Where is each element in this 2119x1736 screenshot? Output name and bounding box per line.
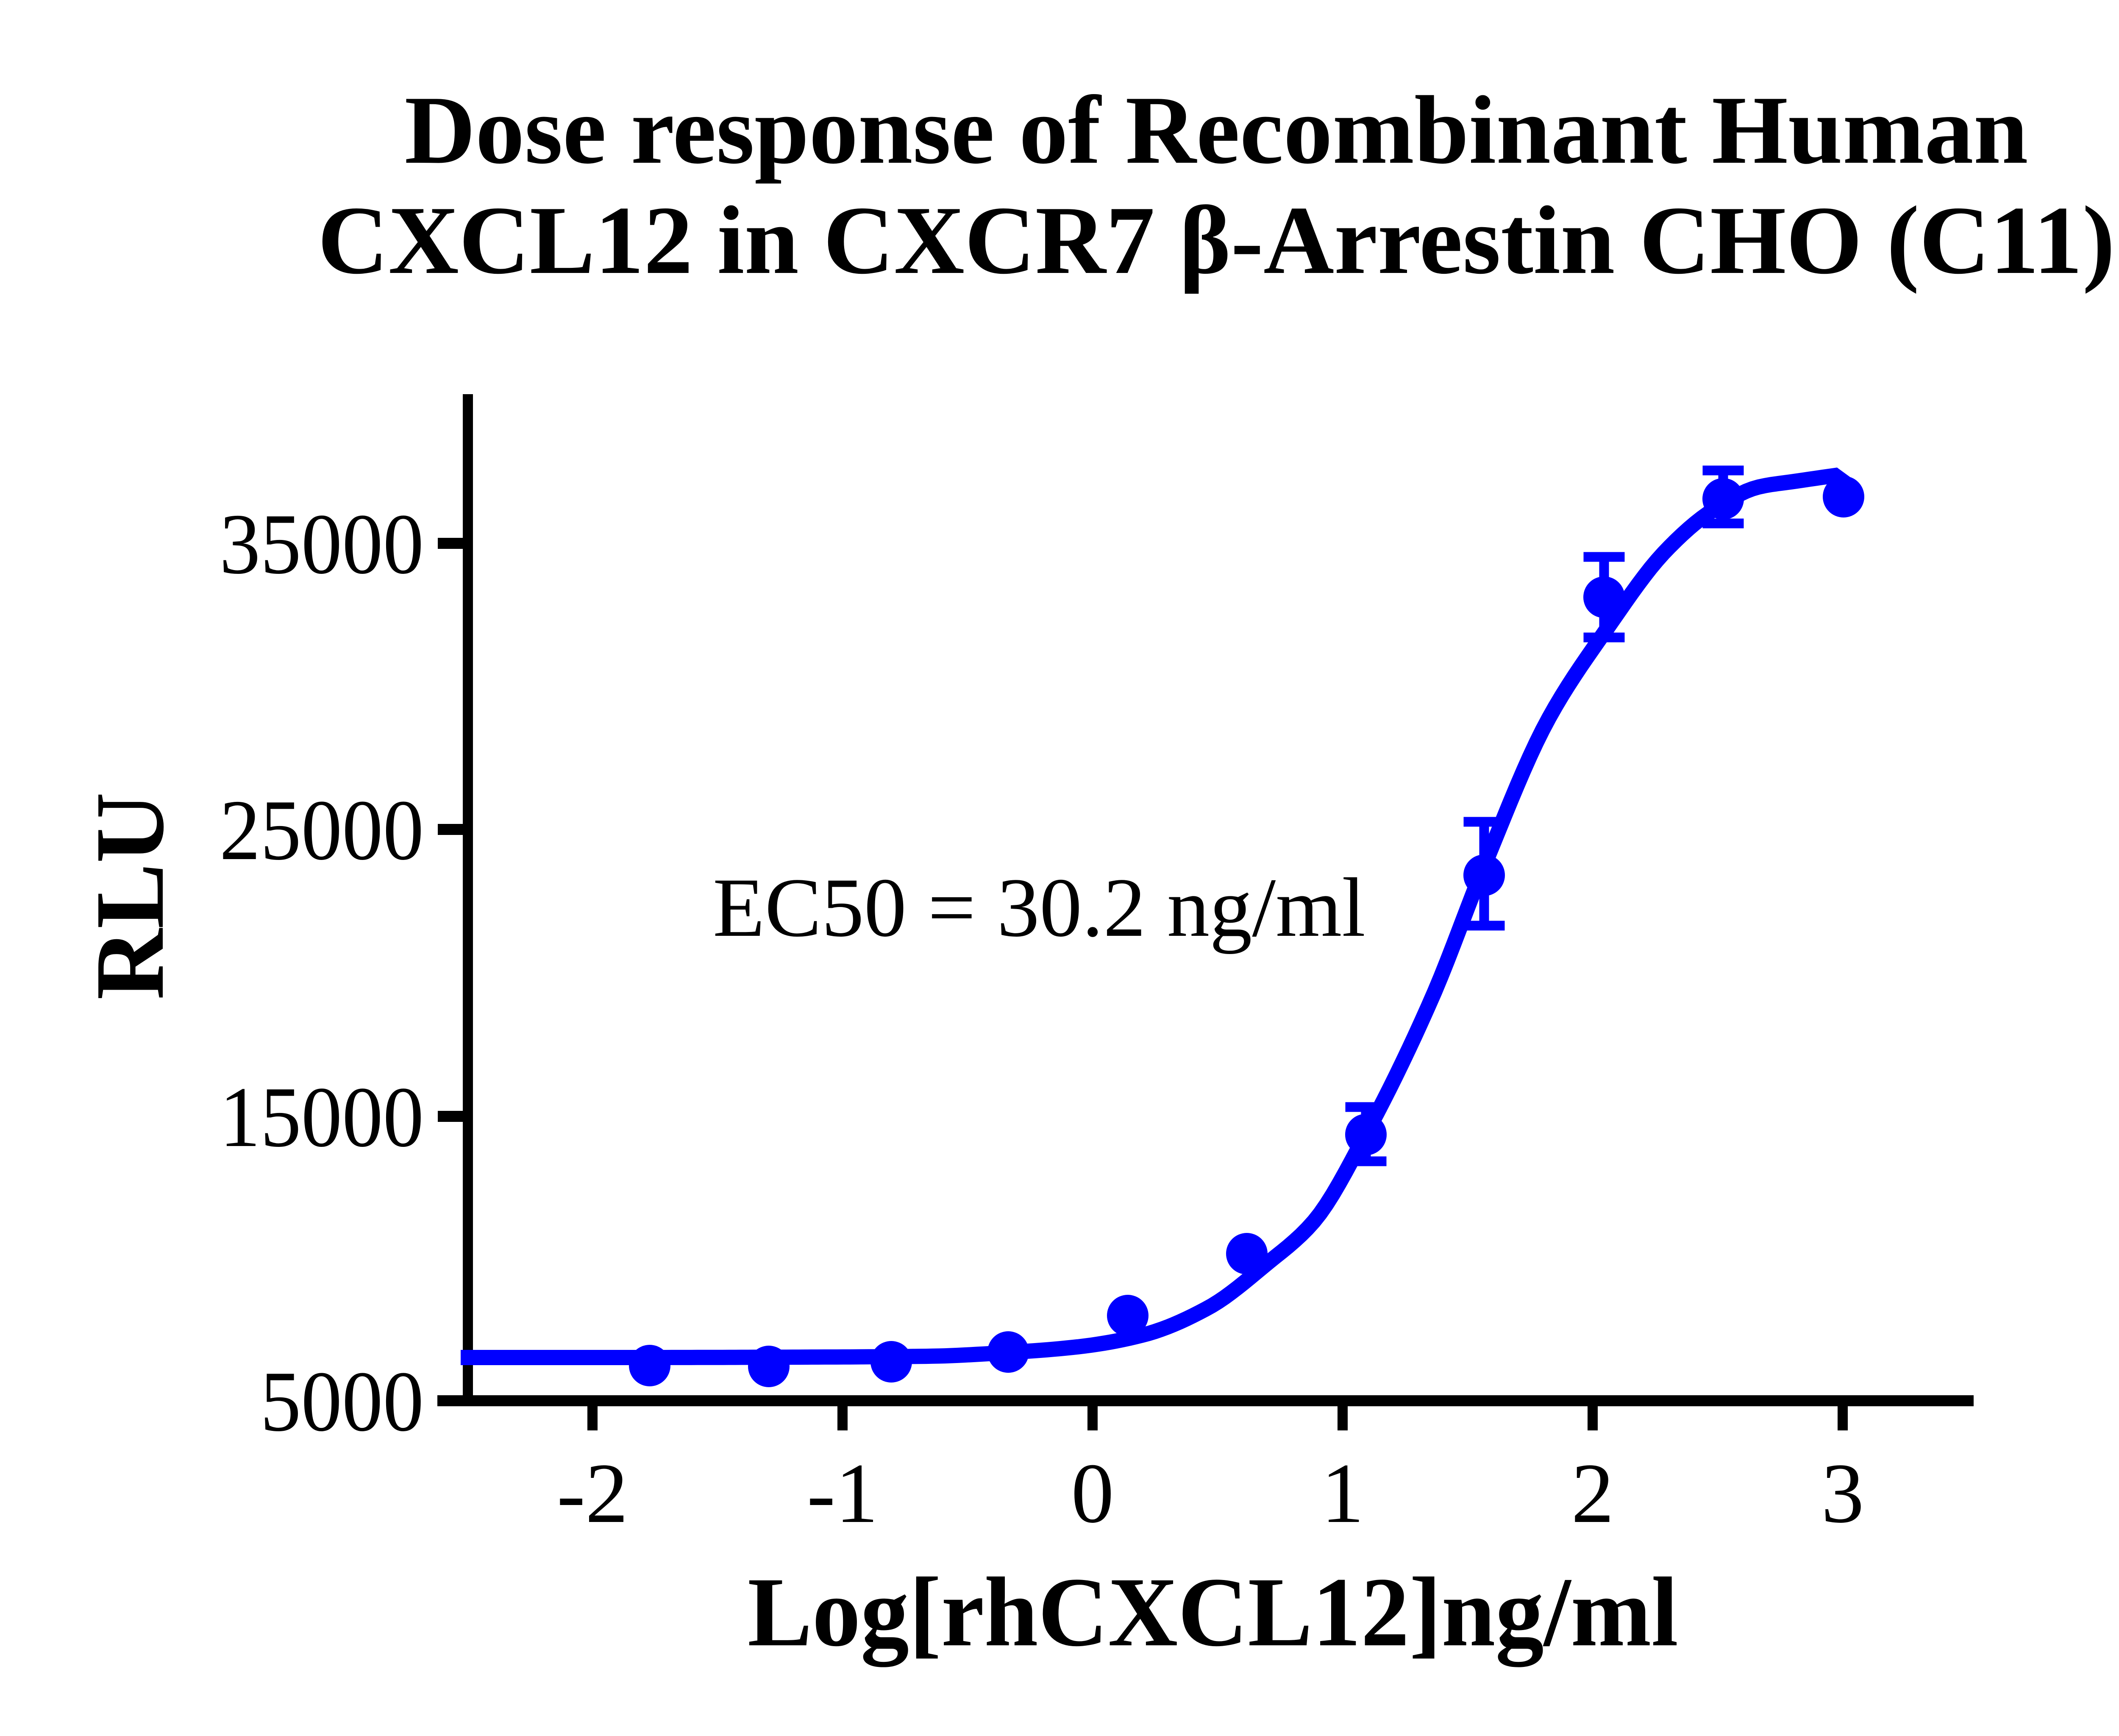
svg-text:EC50 = 30.2 ng/ml: EC50 = 30.2 ng/ml [713, 861, 1365, 954]
svg-text:5000: 5000 [260, 1354, 424, 1449]
svg-text:3: 3 [1821, 1446, 1864, 1541]
svg-text:0: 0 [1071, 1446, 1114, 1541]
svg-text:2: 2 [1571, 1446, 1614, 1541]
svg-text:CXCL12 in CXCR7 β-Arrestin CHO: CXCL12 in CXCR7 β-Arrestin CHO (C11) [318, 186, 2115, 294]
svg-text:-1: -1 [807, 1446, 878, 1541]
svg-text:RLU: RLU [75, 792, 184, 1000]
svg-text:1: 1 [1321, 1446, 1364, 1541]
svg-text:Dose response of Recombinant H: Dose response of Recombinant Human [405, 76, 2028, 184]
svg-text:-2: -2 [557, 1446, 628, 1541]
svg-text:Log[rhCXCL12]ng/ml: Log[rhCXCL12]ng/ml [748, 1557, 1678, 1667]
svg-text:25000: 25000 [220, 782, 424, 878]
svg-text:35000: 35000 [220, 496, 424, 592]
svg-text:15000: 15000 [220, 1069, 424, 1165]
